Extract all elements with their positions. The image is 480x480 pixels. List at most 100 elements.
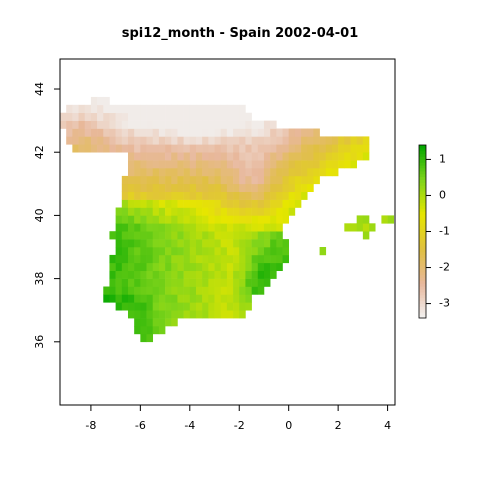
colorbar-segment: [419, 309, 426, 313]
raster-cell: [233, 239, 240, 248]
raster-cell: [195, 239, 203, 248]
raster-cell: [140, 215, 147, 224]
raster-cell: [183, 231, 191, 240]
raster-cell: [177, 199, 184, 208]
raster-cell: [146, 128, 154, 137]
raster-cell: [202, 270, 209, 279]
raster-cell: [72, 144, 79, 153]
raster-cell: [214, 231, 221, 240]
raster-cell: [72, 128, 79, 137]
raster-cell: [356, 152, 364, 161]
raster-cell: [127, 286, 135, 295]
raster-cell: [220, 286, 228, 295]
raster-cell: [208, 215, 215, 224]
raster-cell: [245, 262, 252, 272]
raster-cell: [356, 136, 364, 145]
raster-cell: [251, 168, 259, 177]
raster-cell: [263, 278, 271, 287]
raster-cell: [288, 183, 296, 193]
raster-cell: [127, 144, 135, 153]
raster-cell: [165, 199, 172, 208]
raster-cell: [294, 136, 302, 145]
raster-cell: [152, 270, 160, 279]
raster-cell: [202, 152, 209, 161]
raster-cell: [233, 104, 240, 114]
x-tick-label: -2: [234, 419, 245, 432]
raster-cell: [183, 215, 191, 224]
raster-cell: [239, 239, 246, 248]
raster-cell: [270, 270, 277, 279]
raster-cell: [276, 136, 283, 145]
raster-cell: [109, 128, 116, 137]
raster-cell: [158, 191, 166, 200]
raster-cell: [276, 254, 283, 264]
raster-cell: [276, 168, 283, 177]
raster-cell: [134, 262, 141, 272]
raster-cell: [78, 136, 86, 145]
raster-cell: [263, 152, 271, 161]
raster-cell: [165, 191, 172, 200]
raster-cell: [208, 136, 215, 145]
raster-cell: [103, 136, 110, 145]
raster-cell: [282, 199, 289, 208]
raster-cell: [220, 278, 228, 287]
raster-cell: [152, 136, 160, 145]
raster-cell: [189, 183, 197, 193]
colorbar-segment: [419, 214, 426, 218]
raster-cell: [177, 302, 184, 311]
raster-cell: [313, 168, 320, 177]
raster-cell: [152, 104, 160, 114]
colorbar-segment: [419, 257, 426, 261]
raster-cell: [158, 199, 166, 208]
raster-cell: [165, 207, 172, 216]
raster-cell: [270, 160, 277, 169]
raster-cell: [301, 128, 308, 137]
raster-cell: [195, 175, 203, 185]
raster-cell: [158, 183, 166, 193]
colorbar-segment: [419, 297, 426, 302]
raster-cell: [134, 223, 141, 232]
raster-cell: [103, 120, 110, 129]
raster-cell: [350, 136, 357, 145]
raster-cell: [60, 112, 67, 121]
raster-cell: [177, 215, 184, 224]
raster-cell: [127, 262, 135, 272]
raster-cell: [251, 286, 259, 295]
raster-cell: [226, 207, 234, 216]
raster-cell: [257, 286, 265, 295]
raster-cell: [146, 207, 154, 216]
raster-cell: [158, 286, 166, 295]
raster-cell: [233, 215, 240, 224]
raster-cell: [165, 168, 172, 177]
raster-cell: [220, 310, 228, 319]
raster-cell: [245, 168, 252, 177]
raster-cell: [356, 144, 364, 153]
raster-cell: [307, 160, 314, 169]
raster-cell: [301, 168, 308, 177]
raster-cell: [165, 175, 172, 185]
raster-cell: [239, 310, 246, 319]
raster-cell: [245, 270, 252, 279]
raster-cell: [202, 160, 209, 169]
raster-cell: [146, 152, 154, 161]
raster-cell: [251, 215, 259, 224]
y-tick-label: 36: [33, 335, 46, 349]
raster-cell: [171, 160, 178, 169]
raster-cell: [165, 286, 172, 295]
colorbar-segment: [419, 199, 426, 204]
raster-cell: [152, 254, 160, 264]
raster-cell: [171, 207, 178, 216]
raster-cell: [245, 231, 252, 240]
raster-cell: [183, 136, 191, 145]
raster-cell: [189, 120, 197, 129]
raster-cell: [177, 136, 184, 145]
raster-cell: [165, 262, 172, 272]
raster-cell: [381, 215, 388, 224]
raster-cell: [103, 286, 110, 295]
raster-cell: [226, 215, 234, 224]
raster-cell: [220, 262, 228, 272]
raster-cell: [109, 270, 116, 279]
raster-cell: [115, 104, 123, 114]
raster-cell: [72, 120, 79, 129]
raster-cell: [270, 136, 277, 145]
